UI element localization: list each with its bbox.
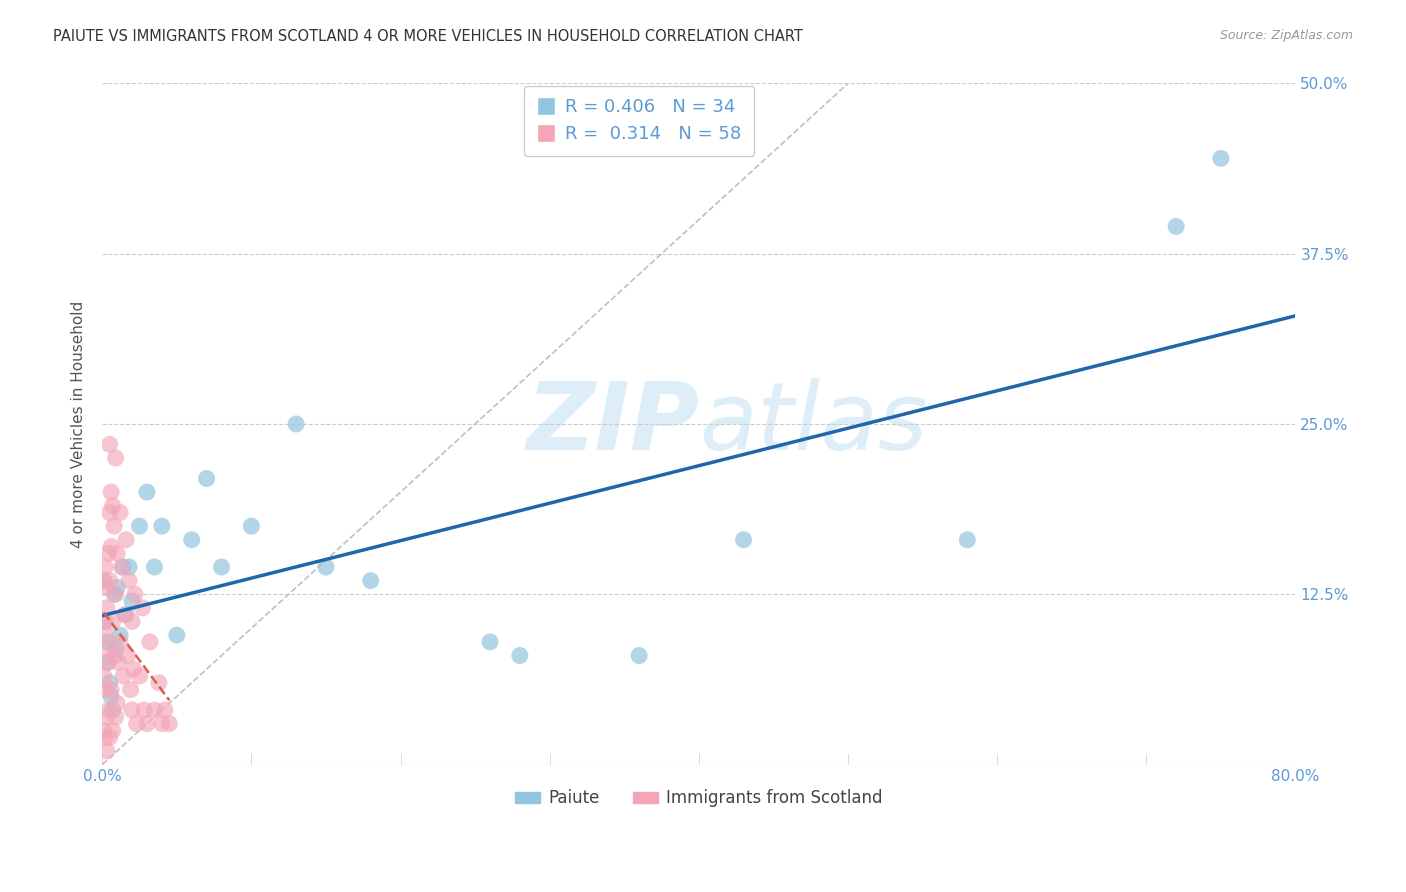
- Point: [101, 615, 124, 629]
- Point: [101, 723, 124, 738]
- Point: [105, 546, 128, 560]
- Point: [122, 662, 145, 676]
- Point: [96, 600, 118, 615]
- Point: [150, 716, 173, 731]
- Point: [97, 656, 120, 670]
- Point: [121, 703, 143, 717]
- Point: [112, 560, 135, 574]
- Point: [128, 519, 150, 533]
- Point: [98, 437, 121, 451]
- Point: [110, 560, 132, 574]
- Point: [1166, 219, 1188, 234]
- Text: ZIP: ZIP: [526, 378, 699, 470]
- Point: [136, 485, 159, 500]
- Point: [128, 669, 150, 683]
- Point: [96, 635, 118, 649]
- Point: [100, 682, 122, 697]
- Point: [180, 533, 202, 547]
- Point: [1209, 152, 1232, 166]
- Point: [118, 560, 141, 574]
- Point: [121, 615, 143, 629]
- Text: PAIUTE VS IMMIGRANTS FROM SCOTLAND 4 OR MORE VEHICLES IN HOUSEHOLD CORRELATION C: PAIUTE VS IMMIGRANTS FROM SCOTLAND 4 OR …: [53, 29, 803, 44]
- Point: [94, 682, 117, 697]
- Point: [96, 744, 118, 758]
- Point: [93, 723, 115, 738]
- Point: [93, 669, 115, 683]
- Point: [100, 540, 122, 554]
- Point: [139, 635, 162, 649]
- Point: [240, 519, 263, 533]
- Legend: Paiute, Immigrants from Scotland: Paiute, Immigrants from Scotland: [508, 783, 890, 814]
- Point: [93, 615, 115, 629]
- Point: [479, 635, 502, 649]
- Point: [96, 710, 118, 724]
- Point: [100, 485, 122, 500]
- Point: [101, 703, 124, 717]
- Y-axis label: 4 or more Vehicles in Household: 4 or more Vehicles in Household: [72, 301, 86, 548]
- Point: [115, 607, 138, 622]
- Point: [136, 716, 159, 731]
- Point: [108, 635, 131, 649]
- Point: [211, 560, 233, 574]
- Point: [107, 656, 129, 670]
- Point: [94, 581, 117, 595]
- Point: [93, 574, 115, 588]
- Point: [143, 560, 166, 574]
- Point: [104, 641, 127, 656]
- Point: [131, 600, 153, 615]
- Point: [108, 506, 131, 520]
- Point: [108, 628, 131, 642]
- Point: [150, 519, 173, 533]
- Point: [98, 731, 121, 745]
- Point: [112, 669, 135, 683]
- Point: [98, 574, 121, 588]
- Point: [96, 656, 118, 670]
- Point: [105, 581, 128, 595]
- Point: [143, 703, 166, 717]
- Point: [132, 703, 155, 717]
- Point: [733, 533, 755, 547]
- Point: [98, 675, 121, 690]
- Point: [97, 546, 120, 560]
- Point: [104, 587, 127, 601]
- Point: [125, 716, 148, 731]
- Point: [94, 560, 117, 574]
- Point: [103, 587, 125, 601]
- Point: [115, 533, 138, 547]
- Point: [94, 731, 117, 745]
- Point: [93, 574, 115, 588]
- Point: [628, 648, 651, 663]
- Point: [157, 716, 180, 731]
- Point: [103, 519, 125, 533]
- Point: [94, 628, 117, 642]
- Point: [103, 648, 125, 663]
- Point: [315, 560, 337, 574]
- Point: [117, 648, 139, 663]
- Point: [97, 641, 120, 656]
- Point: [509, 648, 531, 663]
- Point: [104, 450, 127, 465]
- Point: [105, 696, 128, 710]
- Point: [120, 682, 142, 697]
- Point: [285, 417, 308, 431]
- Point: [153, 703, 176, 717]
- Point: [97, 703, 120, 717]
- Point: [118, 574, 141, 588]
- Point: [101, 499, 124, 513]
- Point: [98, 506, 121, 520]
- Point: [956, 533, 979, 547]
- Point: [360, 574, 382, 588]
- Point: [166, 628, 188, 642]
- Point: [121, 594, 143, 608]
- Point: [114, 607, 136, 622]
- Point: [124, 587, 146, 601]
- Point: [94, 615, 117, 629]
- Text: Source: ZipAtlas.com: Source: ZipAtlas.com: [1219, 29, 1353, 42]
- Point: [104, 710, 127, 724]
- Point: [100, 690, 122, 704]
- Text: atlas: atlas: [699, 378, 927, 469]
- Point: [148, 675, 170, 690]
- Point: [195, 471, 218, 485]
